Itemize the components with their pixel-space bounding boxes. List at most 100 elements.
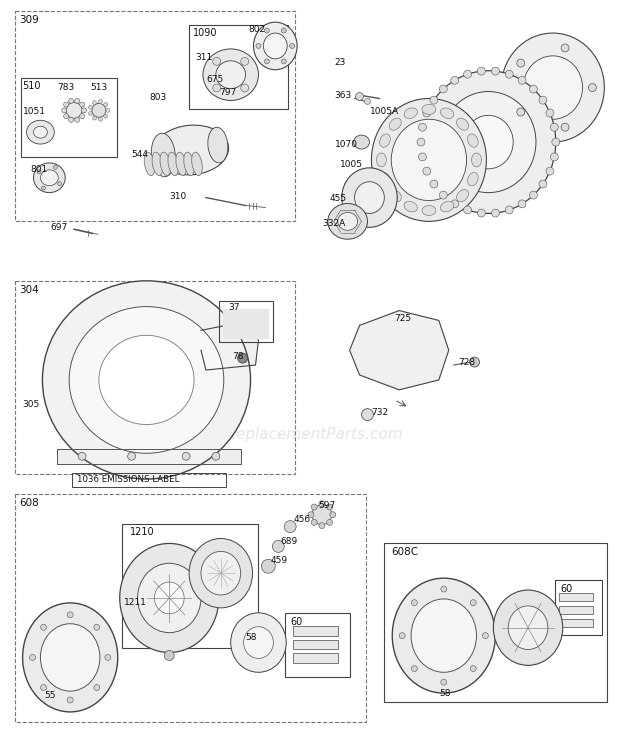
- Circle shape: [423, 167, 431, 175]
- Ellipse shape: [328, 204, 368, 240]
- Text: 60: 60: [290, 617, 303, 626]
- Ellipse shape: [371, 98, 487, 222]
- Ellipse shape: [184, 152, 195, 176]
- Ellipse shape: [203, 49, 259, 100]
- Circle shape: [451, 77, 459, 84]
- Text: 783: 783: [57, 83, 74, 92]
- Ellipse shape: [464, 115, 513, 169]
- Text: 725: 725: [394, 313, 411, 323]
- Circle shape: [311, 519, 317, 525]
- Ellipse shape: [342, 168, 397, 228]
- Bar: [219, 301, 273, 342]
- Polygon shape: [57, 449, 241, 464]
- Circle shape: [546, 109, 554, 117]
- Text: 597: 597: [318, 501, 335, 510]
- Circle shape: [75, 98, 80, 103]
- Ellipse shape: [411, 599, 477, 673]
- Circle shape: [105, 655, 111, 661]
- Text: 1210: 1210: [130, 527, 154, 536]
- Circle shape: [356, 92, 363, 100]
- Circle shape: [264, 59, 269, 64]
- Circle shape: [516, 108, 525, 116]
- Ellipse shape: [441, 92, 536, 193]
- Text: 1005A: 1005A: [370, 107, 399, 116]
- Text: 55: 55: [45, 691, 56, 700]
- Ellipse shape: [69, 307, 224, 453]
- Text: 459: 459: [270, 557, 288, 565]
- Circle shape: [430, 96, 438, 104]
- Bar: [72, 473, 226, 487]
- Ellipse shape: [120, 543, 219, 652]
- Bar: [20, 77, 117, 157]
- Circle shape: [361, 408, 373, 420]
- Circle shape: [561, 44, 569, 52]
- Ellipse shape: [192, 152, 202, 176]
- Bar: [122, 524, 259, 647]
- Text: 78: 78: [232, 352, 244, 361]
- Text: 1070: 1070: [335, 140, 358, 149]
- Circle shape: [104, 103, 108, 106]
- Ellipse shape: [216, 61, 246, 89]
- Bar: [15, 11, 295, 222]
- Circle shape: [365, 98, 371, 104]
- Circle shape: [311, 504, 317, 510]
- Circle shape: [264, 28, 269, 33]
- Circle shape: [464, 206, 472, 214]
- Circle shape: [75, 118, 80, 122]
- Circle shape: [440, 85, 447, 93]
- Ellipse shape: [154, 582, 184, 614]
- Ellipse shape: [379, 134, 390, 147]
- Circle shape: [327, 504, 332, 510]
- Circle shape: [64, 114, 69, 119]
- Bar: [285, 613, 350, 677]
- Circle shape: [552, 138, 560, 146]
- Circle shape: [412, 666, 417, 672]
- Circle shape: [546, 167, 554, 175]
- Ellipse shape: [201, 551, 241, 595]
- Ellipse shape: [502, 33, 604, 142]
- Circle shape: [451, 200, 459, 208]
- Text: 1051: 1051: [22, 107, 46, 116]
- Text: 803: 803: [149, 92, 167, 101]
- Ellipse shape: [22, 603, 118, 712]
- Circle shape: [281, 28, 286, 33]
- Circle shape: [128, 452, 136, 461]
- Text: 363: 363: [335, 91, 352, 100]
- Circle shape: [464, 70, 472, 78]
- Circle shape: [66, 103, 82, 118]
- Ellipse shape: [389, 190, 401, 202]
- Text: 456: 456: [293, 515, 310, 524]
- Circle shape: [529, 85, 538, 93]
- Circle shape: [330, 512, 336, 518]
- Bar: [559, 619, 593, 626]
- Circle shape: [272, 540, 284, 552]
- Ellipse shape: [467, 173, 478, 186]
- Circle shape: [470, 600, 476, 606]
- Text: 1005: 1005: [340, 160, 363, 169]
- Ellipse shape: [40, 623, 100, 691]
- Ellipse shape: [151, 133, 175, 177]
- Text: 732: 732: [371, 408, 389, 417]
- Text: eReplacementParts.com: eReplacementParts.com: [216, 427, 404, 442]
- Bar: [189, 25, 288, 109]
- Circle shape: [551, 124, 558, 131]
- Bar: [384, 543, 608, 702]
- Circle shape: [469, 357, 479, 367]
- Text: 58: 58: [246, 632, 257, 641]
- Ellipse shape: [254, 22, 297, 70]
- Ellipse shape: [440, 202, 454, 212]
- Text: 310: 310: [169, 192, 187, 201]
- Ellipse shape: [208, 127, 228, 163]
- Text: 37: 37: [229, 303, 240, 312]
- Circle shape: [477, 209, 485, 217]
- Text: 311: 311: [195, 53, 212, 62]
- Circle shape: [106, 109, 110, 112]
- Text: 801: 801: [30, 165, 48, 174]
- Ellipse shape: [99, 336, 194, 425]
- Circle shape: [69, 98, 74, 103]
- Ellipse shape: [353, 135, 370, 149]
- Circle shape: [58, 182, 61, 186]
- Circle shape: [281, 59, 286, 64]
- Bar: [15, 280, 295, 474]
- Text: 305: 305: [22, 400, 40, 408]
